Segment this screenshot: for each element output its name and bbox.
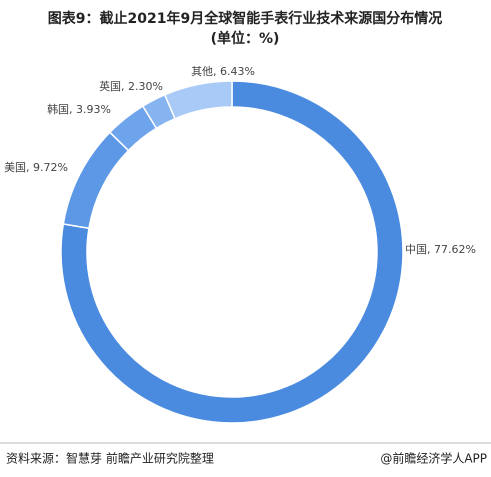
donut-slice — [163, 80, 233, 120]
data-label: 美国, 9.72% — [4, 161, 68, 174]
chart-subtitle: (单位：%) — [211, 30, 280, 47]
data-label: 韩国, 3.93% — [47, 102, 111, 116]
source: 资料来源：智慧芽 前瞻产业研究院整理 — [6, 451, 214, 466]
donut-slice — [60, 80, 404, 424]
data-label: 中国, 77.62% — [405, 243, 476, 256]
credit: @前瞻经济学人APP — [380, 451, 487, 466]
data-label: 其他, 6.43% — [191, 65, 255, 78]
donut-slice — [62, 131, 130, 230]
data-label: 英国, 2.30% — [99, 79, 163, 93]
chart-title: 图表9：截止2021年9月全球智能手表行业技术来源国分布情况 — [48, 10, 442, 27]
